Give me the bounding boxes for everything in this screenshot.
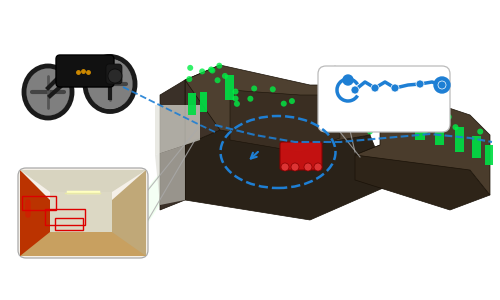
Circle shape	[424, 89, 430, 95]
Polygon shape	[230, 90, 340, 152]
Circle shape	[434, 77, 450, 93]
Bar	[22, 196, 56, 210]
Circle shape	[314, 163, 322, 171]
Circle shape	[232, 88, 238, 94]
Polygon shape	[185, 130, 390, 220]
Circle shape	[304, 163, 312, 171]
Ellipse shape	[26, 68, 70, 116]
Circle shape	[281, 100, 287, 106]
Circle shape	[214, 77, 220, 83]
Bar	[45, 209, 85, 225]
Circle shape	[281, 163, 289, 171]
Circle shape	[208, 67, 214, 73]
Bar	[472, 136, 481, 158]
Circle shape	[222, 73, 228, 79]
Polygon shape	[20, 232, 146, 256]
Bar	[485, 145, 493, 165]
Bar	[415, 112, 425, 140]
Bar	[455, 127, 464, 152]
Polygon shape	[355, 145, 490, 210]
Circle shape	[343, 75, 353, 85]
Circle shape	[391, 84, 399, 92]
Bar	[55, 218, 83, 230]
Polygon shape	[185, 65, 220, 145]
Polygon shape	[20, 170, 54, 256]
Circle shape	[186, 76, 192, 82]
Bar	[435, 120, 444, 145]
Circle shape	[234, 101, 240, 107]
Polygon shape	[155, 145, 185, 205]
Bar	[200, 92, 207, 112]
Bar	[188, 93, 196, 115]
Polygon shape	[185, 65, 370, 145]
Polygon shape	[20, 170, 146, 192]
Bar	[370, 93, 380, 125]
Circle shape	[232, 95, 238, 101]
Circle shape	[412, 109, 418, 115]
Circle shape	[216, 63, 222, 69]
Polygon shape	[355, 85, 490, 195]
Circle shape	[371, 84, 379, 92]
FancyBboxPatch shape	[106, 64, 122, 84]
Bar	[225, 75, 234, 100]
Circle shape	[291, 163, 299, 171]
Circle shape	[477, 129, 483, 135]
Ellipse shape	[87, 59, 133, 109]
Circle shape	[289, 98, 295, 104]
Polygon shape	[110, 170, 146, 256]
Circle shape	[416, 80, 424, 88]
FancyBboxPatch shape	[18, 168, 148, 258]
Circle shape	[446, 114, 452, 120]
Circle shape	[270, 86, 276, 92]
Circle shape	[187, 65, 193, 71]
Circle shape	[367, 128, 373, 134]
Bar	[390, 102, 400, 132]
Polygon shape	[160, 80, 185, 210]
FancyBboxPatch shape	[280, 142, 322, 170]
FancyBboxPatch shape	[56, 55, 114, 87]
Circle shape	[248, 96, 254, 102]
Circle shape	[422, 128, 428, 134]
Circle shape	[351, 86, 359, 94]
Circle shape	[452, 124, 458, 130]
Polygon shape	[155, 105, 200, 155]
Circle shape	[199, 68, 205, 74]
Circle shape	[400, 104, 406, 110]
Polygon shape	[148, 125, 200, 222]
Circle shape	[210, 68, 216, 74]
FancyBboxPatch shape	[318, 66, 450, 132]
Circle shape	[251, 85, 257, 91]
Circle shape	[438, 81, 446, 89]
Polygon shape	[50, 192, 112, 232]
Circle shape	[108, 69, 122, 83]
